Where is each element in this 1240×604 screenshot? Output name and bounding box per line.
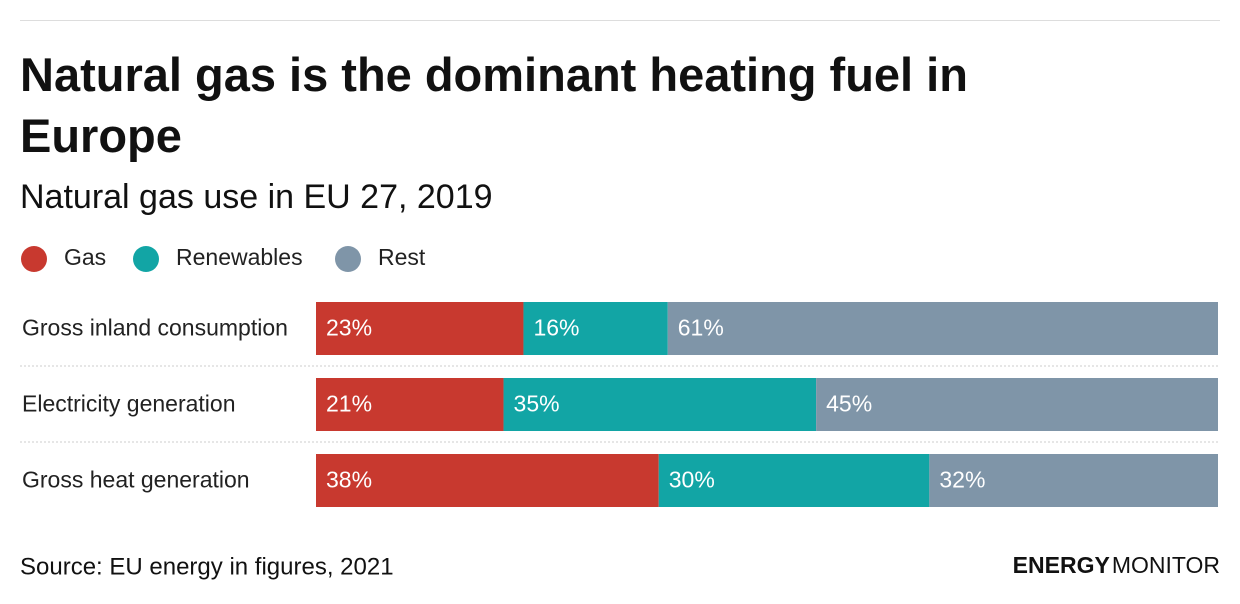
bar-segment: [523, 302, 668, 355]
value-label: 61%: [678, 315, 724, 341]
source: Source: EU energy in figures, 2021: [20, 553, 394, 580]
legend-label: Rest: [378, 244, 426, 270]
bar-segment: [658, 454, 930, 507]
value-label: 30%: [669, 467, 715, 493]
top-rule: [20, 20, 1220, 21]
legend-label: Gas: [64, 244, 106, 270]
value-label: 23%: [326, 315, 372, 341]
category-label: Electricity generation: [22, 391, 236, 417]
bar-segment: [667, 302, 1218, 355]
value-label: 32%: [939, 467, 985, 493]
legend-label: Renewables: [176, 244, 303, 270]
value-label: 38%: [326, 467, 372, 493]
legend-swatch: [133, 246, 159, 272]
chart-subtitle: Natural gas use in EU 27, 2019: [20, 178, 493, 216]
legend-swatch: [335, 246, 361, 272]
bar-segment: [503, 378, 817, 431]
value-label: 16%: [533, 315, 579, 341]
legend-swatch: [21, 246, 47, 272]
bar-segment: [316, 454, 659, 507]
bar-segment: [316, 302, 524, 355]
bar-segment: [316, 378, 504, 431]
value-label: 21%: [326, 391, 372, 417]
logo-bold: ENERGY: [1013, 552, 1110, 578]
category-label: Gross inland consumption: [22, 315, 288, 341]
chart-title: Natural gas is the dominant heating fuel…: [20, 48, 968, 162]
bar-segment: [816, 378, 1218, 431]
value-label: 35%: [514, 391, 560, 417]
bar-segment: [929, 454, 1218, 507]
value-label: 45%: [826, 391, 872, 417]
logo-light: MONITOR: [1112, 552, 1220, 578]
category-label: Gross heat generation: [22, 467, 250, 493]
logo: ENERGYMONITOR: [1013, 552, 1220, 578]
